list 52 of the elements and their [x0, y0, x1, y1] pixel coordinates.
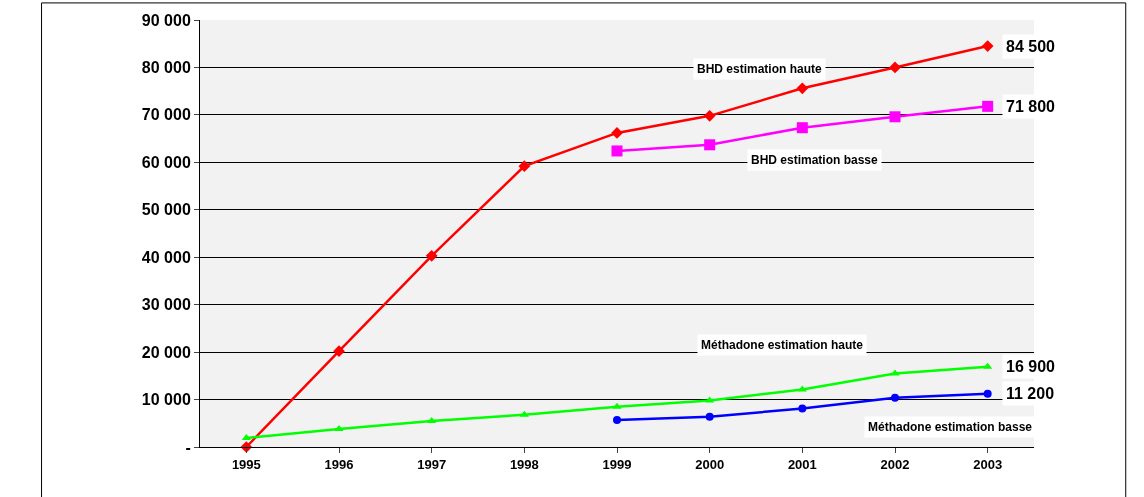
- data-label: 11 200: [1006, 385, 1055, 402]
- data-label: 84 500: [1006, 38, 1056, 55]
- point: [983, 362, 993, 369]
- x-tick-label: 1996: [324, 456, 354, 472]
- y-tick-label: 20 000: [141, 343, 191, 361]
- point: [703, 109, 716, 122]
- y-tick-label: 30 000: [141, 296, 191, 314]
- y-tick-label: 50 000: [141, 201, 191, 219]
- point: [334, 424, 344, 431]
- point: [427, 416, 437, 423]
- x-tick-label: 1999: [602, 456, 632, 472]
- y-tick-label: 40 000: [141, 248, 191, 266]
- point: [889, 111, 901, 123]
- point: [612, 402, 622, 409]
- point: [704, 139, 716, 151]
- point: [333, 345, 345, 358]
- point: [796, 82, 809, 95]
- point: [518, 160, 531, 172]
- point: [889, 61, 901, 74]
- y-tick-label: 60 000: [141, 153, 191, 171]
- point: [891, 393, 899, 402]
- point: [798, 404, 807, 413]
- point: [611, 145, 623, 157]
- y-tick-label: 90 000: [141, 11, 191, 29]
- point: [982, 100, 994, 112]
- data-label: 71 800: [1006, 98, 1056, 115]
- y-tick-label: -: [185, 438, 191, 456]
- point: [981, 40, 994, 52]
- x-tick-label: 2002: [880, 456, 910, 472]
- series-label: BHD estimation haute: [697, 62, 823, 76]
- x-tick-label: 1995: [231, 456, 261, 472]
- series-label: Méthadone estimation basse: [868, 420, 1033, 434]
- x-tick-label: 2001: [787, 456, 817, 472]
- point: [241, 433, 251, 440]
- point: [519, 410, 529, 417]
- point: [425, 249, 438, 262]
- y-tick-label: 80 000: [141, 59, 191, 77]
- data-label: 16 900: [1006, 358, 1056, 375]
- x-tick-label: 1997: [417, 456, 447, 472]
- y-tick-label: 70 000: [141, 106, 191, 124]
- x-tick-label: 2000: [695, 456, 725, 472]
- point: [983, 389, 992, 398]
- series-label: BHD estimation basse: [751, 153, 879, 167]
- point: [613, 415, 621, 424]
- point: [705, 412, 714, 421]
- point: [796, 122, 808, 134]
- point: [797, 385, 807, 392]
- text: Méthadone estimation haute: [701, 338, 864, 352]
- point: [705, 396, 715, 403]
- y-tick-label: 10 000: [141, 391, 191, 409]
- x-tick-label: 1998: [509, 456, 539, 472]
- x-tick-label: 2003: [973, 456, 1003, 472]
